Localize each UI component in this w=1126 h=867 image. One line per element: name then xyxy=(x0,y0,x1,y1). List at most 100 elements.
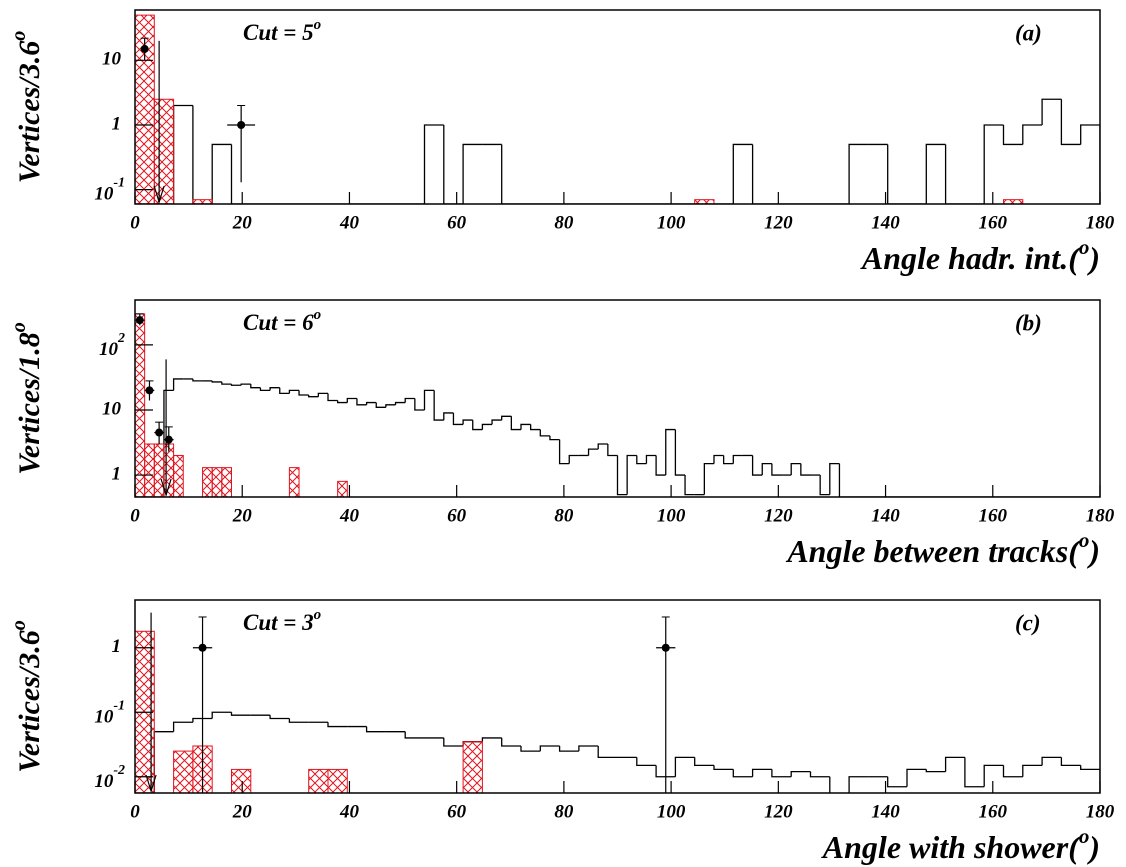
tick-exponent: -1 xyxy=(113,176,125,191)
histogram-step xyxy=(848,776,869,793)
histogram-step xyxy=(771,463,782,476)
histogram-step xyxy=(655,455,666,476)
histogram-step xyxy=(308,394,319,398)
text-part: ) xyxy=(1086,829,1100,865)
x-tick-label: 120 xyxy=(764,801,793,822)
annotation: Cut = 6o xyxy=(243,307,321,335)
x-tick-label: 180 xyxy=(1086,505,1115,526)
hatched-bar xyxy=(192,199,213,204)
x-tick-label: 60 xyxy=(447,801,467,822)
histogram-step xyxy=(279,387,290,395)
histogram-step xyxy=(694,757,714,767)
tick-base: 10 xyxy=(99,339,119,360)
histogram-step xyxy=(472,420,483,431)
histogram-step xyxy=(153,731,174,793)
x-tick-label: 100 xyxy=(657,801,686,822)
axes-frame xyxy=(134,9,1101,205)
superscript: o xyxy=(1079,824,1090,848)
annotation: Cut = 3o xyxy=(243,607,321,635)
hatched-bar xyxy=(135,313,146,497)
histogram-step xyxy=(636,757,657,767)
histogram-step xyxy=(230,384,242,386)
text-part: ) xyxy=(1086,533,1100,569)
superscript: o xyxy=(314,307,322,323)
x-tick-label: 140 xyxy=(871,801,900,822)
histogram-step xyxy=(346,397,357,403)
histogram-step xyxy=(1041,756,1062,766)
y-tick-label: 10-2 xyxy=(94,763,125,792)
histogram-step xyxy=(626,454,637,495)
histogram-step xyxy=(597,745,618,758)
x-tick-label: 160 xyxy=(979,801,1008,822)
plot-area xyxy=(135,313,1100,497)
histogram-step xyxy=(211,711,232,719)
tick-exponent: -1 xyxy=(113,698,125,713)
histogram-step xyxy=(423,124,444,204)
x-tick-label: 20 xyxy=(232,212,253,233)
histogram-step xyxy=(539,745,560,752)
histogram-step xyxy=(732,769,753,778)
histogram-step xyxy=(356,398,367,406)
histogram-step xyxy=(587,448,599,456)
hatched-bar xyxy=(153,443,165,497)
histogram-step xyxy=(375,402,386,408)
hatched-bar xyxy=(462,741,483,793)
histogram-step xyxy=(520,745,541,752)
histogram-step xyxy=(887,144,907,204)
histogram-step xyxy=(230,144,251,204)
histogram-step xyxy=(558,439,570,465)
data-point xyxy=(145,386,154,395)
histogram-step xyxy=(1041,98,1062,125)
x-tick-label: 20 xyxy=(232,505,253,526)
superscript: o xyxy=(8,322,30,332)
histogram-step xyxy=(655,765,676,778)
histogram-step xyxy=(327,722,348,728)
histogram-step xyxy=(723,455,734,465)
x-tick-label: 100 xyxy=(657,212,686,233)
histogram-step xyxy=(481,737,502,742)
text-part: Vertices/3.6 xyxy=(13,41,46,184)
hatched-bar xyxy=(211,467,223,497)
histogram-step xyxy=(211,143,232,204)
hatched-bar xyxy=(308,768,329,793)
histogram-step xyxy=(616,455,628,496)
y-axis-label: Vertices/1.8o xyxy=(8,322,46,475)
histogram-step xyxy=(501,737,521,747)
histogram-step xyxy=(964,757,985,788)
histogram-step xyxy=(337,400,348,404)
panel-label: (c) xyxy=(1015,610,1041,635)
histogram-step xyxy=(829,462,840,495)
histogram-step xyxy=(530,424,541,431)
histogram-step xyxy=(1080,124,1100,204)
x-tick-label: 20 xyxy=(232,801,253,822)
y-tick-label: 1 xyxy=(112,463,122,484)
y-tick-label: 1 xyxy=(112,113,122,134)
y-tick-label: 10-1 xyxy=(94,698,125,727)
histogram-step xyxy=(684,475,695,496)
y-tick-label: 10 xyxy=(102,49,122,70)
x-tick-label: 120 xyxy=(764,212,793,233)
histogram-step xyxy=(443,124,464,204)
histogram-step xyxy=(578,745,599,752)
histogram-step xyxy=(645,454,657,464)
x-tick-label: 180 xyxy=(1086,212,1115,233)
tick-base: 10 xyxy=(94,184,114,205)
text-part: Cut = 3 xyxy=(243,610,314,635)
plot-area xyxy=(135,612,1100,793)
histogram-step xyxy=(944,144,965,204)
histogram-step xyxy=(365,726,386,733)
histogram-step xyxy=(703,462,714,495)
x-tick-label: 0 xyxy=(130,212,140,233)
text-part: Cut = 5 xyxy=(243,20,314,45)
histogram-step xyxy=(259,387,271,392)
histogram-step xyxy=(983,764,1004,787)
superscript: o xyxy=(1079,528,1090,552)
x-tick-label: 0 xyxy=(130,801,140,822)
arrow-head xyxy=(160,478,172,497)
histogram-step xyxy=(491,419,502,425)
histogram-step xyxy=(1002,765,1023,778)
x-tick-label: 80 xyxy=(554,505,574,526)
histogram-step xyxy=(230,712,251,716)
